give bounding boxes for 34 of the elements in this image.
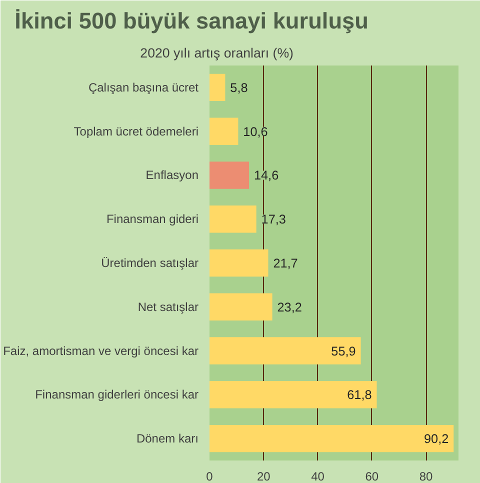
- bar: [210, 74, 226, 102]
- x-tick-label: 60: [365, 470, 379, 483]
- x-tick-label: 40: [311, 470, 325, 483]
- data-label: 55,9: [331, 344, 356, 358]
- y-tick-label: Finansman giderleri öncesi kar: [35, 388, 199, 402]
- y-tick-label: Üretimden satışlar: [101, 256, 199, 270]
- data-label: 21,7: [273, 256, 298, 270]
- bar: [210, 381, 377, 408]
- bar: [210, 249, 268, 277]
- chart-subtitle: 2020 yılı artış oranları (%): [140, 46, 294, 60]
- y-tick-label: Enflasyon: [146, 168, 199, 182]
- bar: [210, 118, 238, 145]
- bar: [210, 206, 256, 233]
- data-label: 14,6: [254, 168, 279, 183]
- data-label: 17,3: [261, 212, 286, 227]
- data-label: 23,2: [277, 300, 302, 314]
- bar: [210, 424, 454, 452]
- bar: [210, 162, 250, 189]
- y-tick-label: Dönem karı: [136, 432, 199, 446]
- y-tick-label: Toplam ücret ödemeleri: [74, 124, 199, 138]
- bar: [210, 337, 361, 364]
- y-tick-label: Finansman gideri: [106, 212, 198, 226]
- x-tick-label: 20: [256, 470, 271, 483]
- x-tick-label: 80: [419, 470, 434, 483]
- data-label: 90,2: [424, 432, 449, 446]
- x-tick-label: 0: [206, 470, 214, 483]
- data-label: 5,8: [230, 80, 248, 95]
- bar: [210, 293, 272, 320]
- y-tick-label: Çalışan başına ücret: [88, 80, 200, 94]
- y-tick-label: Faiz, amortisman ve vergi öncesi kar: [3, 344, 199, 358]
- y-tick-label: Net satışlar: [138, 300, 199, 314]
- data-label: 10,6: [243, 124, 268, 139]
- data-label: 61,8: [347, 388, 372, 402]
- chart-title: İkinci 500 büyük sanayi kuruluşu: [14, 8, 368, 34]
